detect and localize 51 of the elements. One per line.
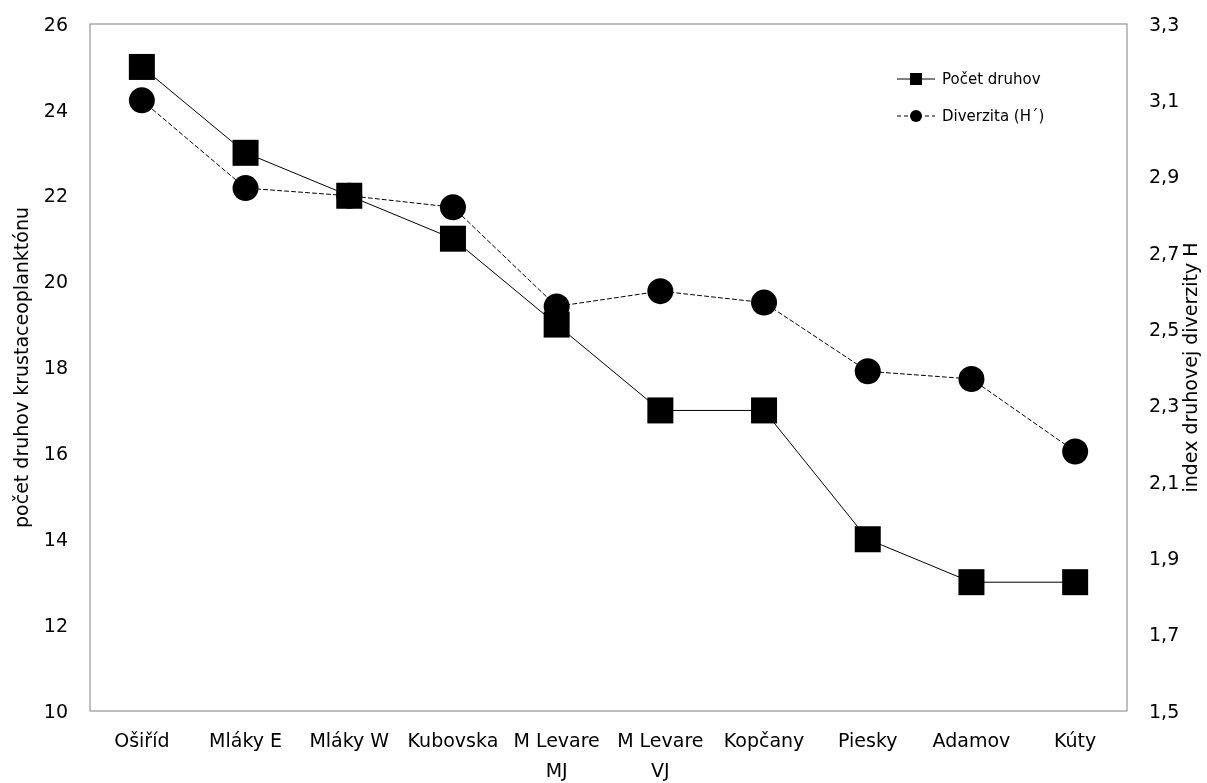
y-tick-label: 24 [43,98,68,121]
point [1062,569,1089,596]
x-tick-label: Kúty [1054,729,1097,751]
point [439,194,466,221]
x-tick-label: Adamov [932,729,1011,751]
point [1062,438,1089,465]
y2-tick-label: 2,7 [1149,241,1180,264]
point [128,87,155,114]
point [751,397,778,424]
y2-tick-label: 3,3 [1149,12,1180,35]
point [854,526,881,553]
point [232,139,259,166]
point [232,175,259,202]
x-tick-label: M Levare VJ [617,729,704,781]
point [958,569,985,596]
y2-tick-label: 2,9 [1149,165,1180,188]
y2-tick-label: 3,1 [1149,88,1180,111]
x-tick-label: Mláky E [209,729,283,751]
y2-tick-label: 1,9 [1149,546,1180,569]
y-tick-label: 18 [43,356,68,379]
y2-tick-label: 2,1 [1149,470,1180,493]
y-tick-label: 22 [43,184,68,207]
x-tick-label: M Levare MJ [513,729,600,781]
y2-tick-label: 2,5 [1149,317,1180,340]
y-tick-label: 10 [43,699,68,722]
y-tick-label: 12 [43,613,68,636]
point [128,53,155,80]
point [439,225,466,252]
y-tick-label: 14 [43,527,68,550]
y2-tick-label: 2,3 [1149,394,1180,417]
point [336,182,363,209]
point [751,289,778,316]
x-tick-label: Kopčany [723,729,805,751]
x-tick-label: Piesky [838,729,898,751]
x-tick-label: Kubovska [407,729,499,751]
legend-label: Diverzita (H´) [942,107,1045,126]
x-tick-label: Mláky W [309,729,390,751]
y2-tick-label: 1,5 [1149,699,1180,722]
y-tick-label: 20 [43,270,68,293]
point [958,365,985,392]
y-axis-title: počet druhov krustaceoplanktónu [10,207,32,528]
point [854,358,881,385]
point [543,311,570,338]
y-tick-label: 16 [43,442,68,465]
y2-tick-label: 1,7 [1149,623,1180,646]
y2-axis-title: index druhovej diverzity H [1179,242,1201,493]
x-tick-label: Ošiříd [114,729,170,751]
y-tick-label: 26 [43,12,68,35]
point [647,278,674,305]
legend-label: Počet druhov [942,70,1041,89]
point [647,397,674,424]
